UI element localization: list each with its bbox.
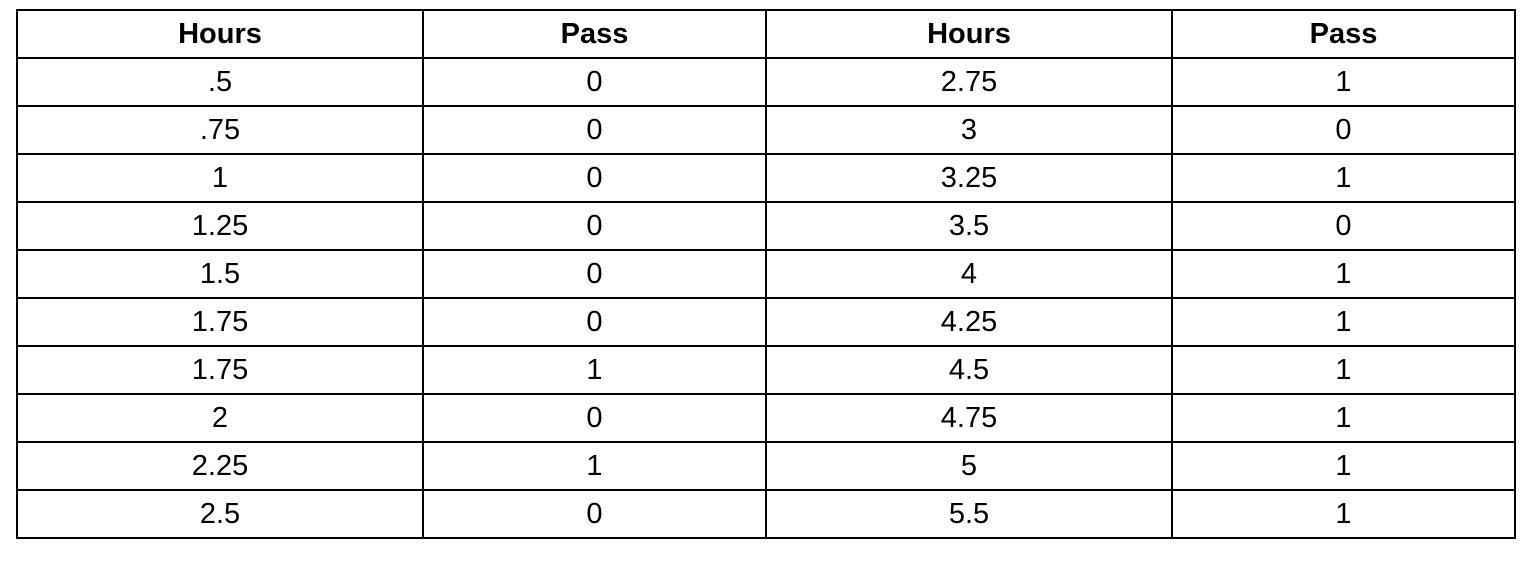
cell-hours-1: 2.5 [16,489,424,539]
cell-hours-2: 4.75 [765,393,1173,443]
cell-pass-1: 0 [422,297,767,347]
table-row: 1.75 0 4.25 1 [16,297,1516,347]
table-header: Hours Pass Hours Pass [16,9,1516,59]
cell-pass-1: 0 [422,105,767,155]
table-row: 1 0 3.25 1 [16,153,1516,203]
header-pass-1: Pass [422,9,767,59]
cell-hours-1: 1 [16,153,424,203]
cell-pass-1: 0 [422,249,767,299]
cell-pass-2: 1 [1171,297,1516,347]
cell-pass-2: 1 [1171,393,1516,443]
hours-pass-table: Hours Pass Hours Pass .5 0 2.75 1.75 0 3 0 1 0 3.… [16,9,1516,539]
cell-pass-1: 0 [422,153,767,203]
cell-hours-1: 1.75 [16,345,424,395]
cell-pass-2: 1 [1171,57,1516,107]
table-body: .5 0 2.75 1.75 0 3 0 1 0 3.25 1 1.25 0 3.5 0 1.5 0 4 1 1.75… [16,57,1516,539]
cell-hours-2: 5.5 [765,489,1173,539]
cell-hours-2: 2.75 [765,57,1173,107]
cell-pass-2: 0 [1171,105,1516,155]
cell-hours-2: 4.25 [765,297,1173,347]
cell-hours-2: 4.5 [765,345,1173,395]
cell-pass-2: 1 [1171,153,1516,203]
cell-pass-1: 0 [422,489,767,539]
cell-hours-1: 1.75 [16,297,424,347]
cell-pass-1: 1 [422,345,767,395]
header-pass-2: Pass [1171,9,1516,59]
cell-hours-1: 2.25 [16,441,424,491]
table-row: 1.25 0 3.5 0 [16,201,1516,251]
cell-pass-1: 0 [422,201,767,251]
table-row: .75 0 3 0 [16,105,1516,155]
cell-pass-2: 1 [1171,345,1516,395]
table-row: 2 0 4.75 1 [16,393,1516,443]
cell-hours-1: 1.25 [16,201,424,251]
cell-hours-2: 3 [765,105,1173,155]
cell-hours-2: 3.5 [765,201,1173,251]
cell-hours-2: 3.25 [765,153,1173,203]
table-row: 1.5 0 4 1 [16,249,1516,299]
cell-pass-2: 0 [1171,201,1516,251]
cell-hours-1: .75 [16,105,424,155]
cell-pass-1: 0 [422,57,767,107]
cell-pass-1: 0 [422,393,767,443]
header-hours-1: Hours [16,9,424,59]
cell-hours-2: 5 [765,441,1173,491]
cell-pass-2: 1 [1171,489,1516,539]
cell-hours-1: .5 [16,57,424,107]
table-row: 2.25 1 5 1 [16,441,1516,491]
table-row: 1.75 1 4.5 1 [16,345,1516,395]
table-row: 2.5 0 5.5 1 [16,489,1516,539]
cell-pass-2: 1 [1171,249,1516,299]
cell-pass-2: 1 [1171,441,1516,491]
header-hours-2: Hours [765,9,1173,59]
cell-hours-1: 1.5 [16,249,424,299]
table-row: .5 0 2.75 1 [16,57,1516,107]
cell-pass-1: 1 [422,441,767,491]
cell-hours-1: 2 [16,393,424,443]
cell-hours-2: 4 [765,249,1173,299]
header-row: Hours Pass Hours Pass [16,9,1516,59]
data-table-container: Hours Pass Hours Pass .5 0 2.75 1.75 0 3 0 1 0 3.… [16,9,1516,539]
